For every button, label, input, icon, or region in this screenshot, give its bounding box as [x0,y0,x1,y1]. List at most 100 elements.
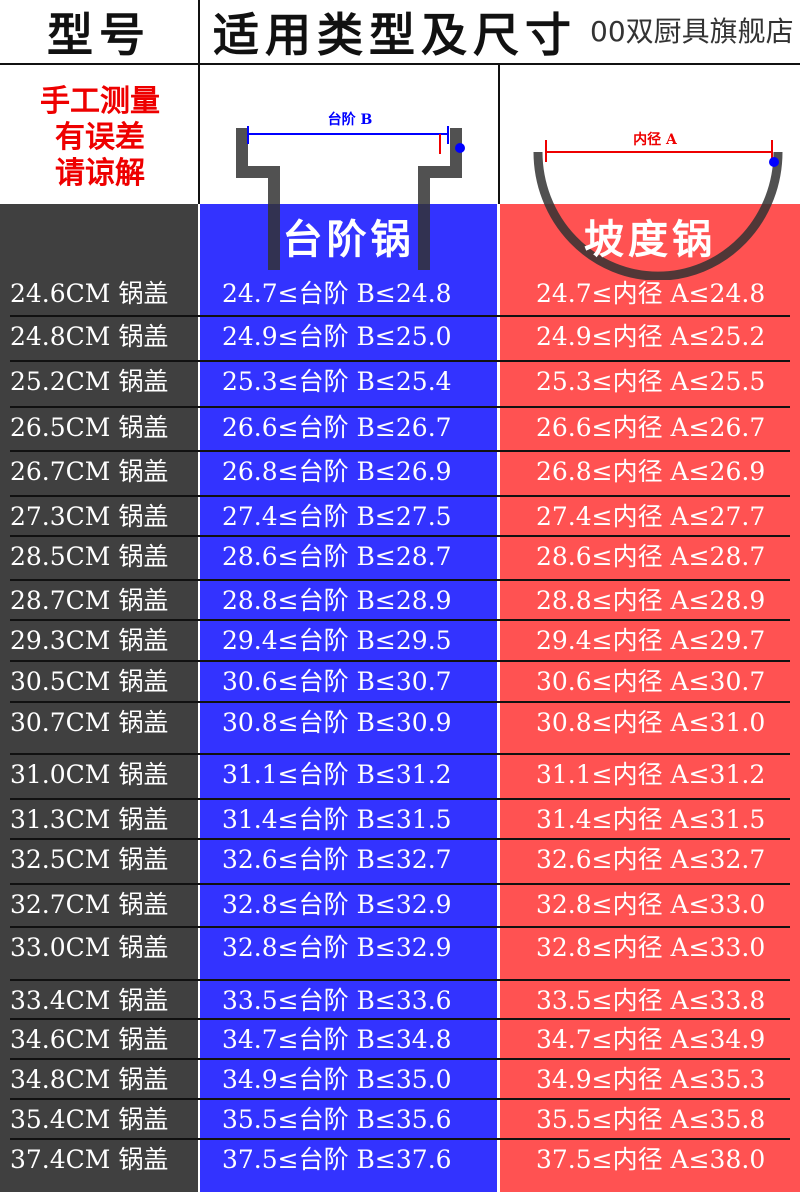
lid-size: 25.2CM 锅盖 [10,367,169,396]
slope-range: 35.5≤内径 A≤35.8 [536,1105,766,1134]
slope-range: 30.8≤内径 A≤31.0 [536,708,766,737]
row-divider [10,1098,790,1100]
step-range: 32.8≤台阶 B≤32.9 [222,890,452,919]
table-row: 31.0CM 锅盖 31.1≤台阶 B≤31.2 31.1≤内径 A≤31.2 [0,753,800,794]
table-row: 25.2CM 锅盖 25.3≤台阶 B≤25.4 25.3≤内径 A≤25.5 [0,360,800,401]
table-row: 26.7CM 锅盖 26.8≤台阶 B≤26.9 26.8≤内径 A≤26.9 [0,450,800,491]
step-range: 31.4≤台阶 B≤31.5 [222,805,452,834]
row-divider [10,1138,790,1140]
step-range: 27.4≤台阶 B≤27.5 [222,502,452,531]
lid-size: 37.4CM 锅盖 [10,1145,169,1174]
lid-size: 32.5CM 锅盖 [10,845,169,874]
lid-size: 34.8CM 锅盖 [10,1065,169,1094]
step-pot-diagram: 台阶 B [236,111,465,270]
step-range: 26.8≤台阶 B≤26.9 [222,457,452,486]
table-row: 24.6CM 锅盖 24.7≤台阶 B≤24.8 24.7≤内径 A≤24.8 [0,275,800,313]
table-row: 30.7CM 锅盖 30.8≤台阶 B≤30.9 30.8≤内径 A≤31.0 [0,701,800,742]
table-row: 32.7CM 锅盖 32.8≤台阶 B≤32.9 32.8≤内径 A≤33.0 [0,883,800,924]
lid-size: 33.4CM 锅盖 [10,986,169,1015]
slope-range: 34.7≤内径 A≤34.9 [536,1025,766,1054]
slope-range: 32.8≤内径 A≤33.0 [536,933,766,962]
row-divider [10,1018,790,1020]
lid-size: 26.7CM 锅盖 [10,457,169,486]
step-pot-column [200,204,497,1192]
table-row: 34.8CM 锅盖 34.9≤台阶 B≤35.0 34.9≤内径 A≤35.3 [0,1058,800,1099]
step-range: 25.3≤台阶 B≤25.4 [222,367,452,396]
divider [0,63,800,65]
row-divider [10,495,790,497]
lid-size: 28.5CM 锅盖 [10,542,169,571]
row-divider [10,660,790,662]
note-line: 请谅解 [55,156,145,191]
lid-size: 34.6CM 锅盖 [10,1025,169,1054]
step-range: 32.6≤台阶 B≤32.7 [222,845,452,874]
step-range: 26.6≤台阶 B≤26.7 [222,413,452,442]
slope-range: 31.4≤内径 A≤31.5 [536,805,766,834]
lid-size: 24.6CM 锅盖 [10,279,169,308]
lid-size: 31.0CM 锅盖 [10,760,169,789]
note-line: 手工测量 [40,84,160,119]
lid-size: 24.8CM 锅盖 [10,322,169,351]
row-divider [10,926,790,928]
step-range: 29.4≤台阶 B≤29.5 [222,626,452,655]
step-pot-title: 台阶锅 [282,216,415,263]
step-range: 34.7≤台阶 B≤34.8 [222,1025,452,1054]
row-divider [10,315,790,317]
lid-size: 30.7CM 锅盖 [10,708,169,737]
row-divider [10,450,790,452]
watermark: 00双厨具旗舰店 [590,15,794,48]
table-row: 33.0CM 锅盖 32.8≤台阶 B≤32.9 32.8≤内径 A≤33.0 [0,926,800,967]
step-range: 34.9≤台阶 B≤35.0 [222,1065,452,1094]
table-row: 27.3CM 锅盖 27.4≤台阶 B≤27.5 27.4≤内径 A≤27.7 [0,495,800,536]
table-row: 26.5CM 锅盖 26.6≤台阶 B≤26.7 26.6≤内径 A≤26.7 [0,406,800,447]
slope-pot-title: 坡度锅 [584,216,716,263]
step-range: 28.6≤台阶 B≤28.7 [222,542,452,571]
lid-size: 27.3CM 锅盖 [10,502,169,531]
row-divider [10,579,790,581]
slope-pot-diagram: 内径 A [533,131,783,280]
lid-size: 29.3CM 锅盖 [10,626,169,655]
step-range: 33.5≤台阶 B≤33.6 [222,986,452,1015]
table-row: 37.4CM 锅盖 37.5≤台阶 B≤37.6 37.5≤内径 A≤38.0 [0,1138,800,1179]
lid-size: 28.7CM 锅盖 [10,586,169,615]
table-row: 32.5CM 锅盖 32.6≤台阶 B≤32.7 32.6≤内径 A≤32.7 [0,838,800,879]
step-range: 24.7≤台阶 B≤24.8 [222,279,452,308]
slope-range: 30.6≤内径 A≤30.7 [536,667,766,696]
table-row: 28.5CM 锅盖 28.6≤台阶 B≤28.7 28.6≤内径 A≤28.7 [0,535,800,576]
slope-range: 32.6≤内径 A≤32.7 [536,845,766,874]
lid-column [0,204,198,1192]
slope-range: 31.1≤内径 A≤31.2 [536,760,766,789]
slope-range: 33.5≤内径 A≤33.8 [536,986,766,1015]
row-divider [10,753,790,755]
row-divider [10,360,790,362]
slope-range: 28.8≤内径 A≤28.9 [536,586,766,615]
step-b-label: 台阶 B [328,111,373,128]
inner-a-label: 内径 A [633,131,678,148]
step-range: 24.9≤台阶 B≤25.0 [222,322,452,351]
row-divider [10,1058,790,1060]
row-divider [10,979,790,981]
note-line: 有误差 [55,120,145,155]
row-divider [10,701,790,703]
measurement-note: 手工测量 有误差 请谅解 [0,84,200,192]
lid-size: 32.7CM 锅盖 [10,890,169,919]
table-row: 33.4CM 锅盖 33.5≤台阶 B≤33.6 33.5≤内径 A≤33.8 [0,979,800,1020]
row-divider [10,619,790,621]
row-divider [10,535,790,537]
table-row: 31.3CM 锅盖 31.4≤台阶 B≤31.5 31.4≤内径 A≤31.5 [0,798,800,839]
slope-pot-column [500,204,800,1192]
row-divider [10,798,790,800]
lid-size: 31.3CM 锅盖 [10,805,169,834]
step-range: 31.1≤台阶 B≤31.2 [222,760,452,789]
slope-range: 26.6≤内径 A≤26.7 [536,413,766,442]
slope-range: 25.3≤内径 A≤25.5 [536,367,766,396]
step-range: 30.8≤台阶 B≤30.9 [222,708,452,737]
table-row: 29.3CM 锅盖 29.4≤台阶 B≤29.5 29.4≤内径 A≤29.7 [0,619,800,660]
table-row: 28.7CM 锅盖 28.8≤台阶 B≤28.9 28.8≤内径 A≤28.9 [0,579,800,620]
lid-size: 33.0CM 锅盖 [10,933,169,962]
row-divider [10,406,790,408]
step-range: 28.8≤台阶 B≤28.9 [222,586,452,615]
divider [498,64,500,204]
slope-range: 32.8≤内径 A≤33.0 [536,890,766,919]
